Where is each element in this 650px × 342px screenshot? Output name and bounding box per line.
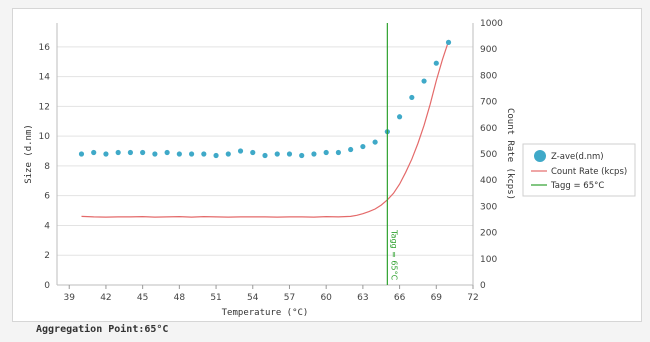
z-ave-series xyxy=(78,39,452,159)
z-ave-point xyxy=(176,151,182,157)
right-y-tick-label: 500 xyxy=(480,150,497,160)
z-ave-point xyxy=(78,151,85,157)
z-ave-point xyxy=(188,151,195,157)
z-ave-point xyxy=(286,151,293,157)
z-ave-point xyxy=(335,149,342,156)
legend-label: Count Rate (kcps) xyxy=(551,167,627,177)
x-tick-label: 54 xyxy=(247,293,259,303)
left-y-tick-label: 0 xyxy=(44,281,50,291)
right-y-tick-label: 900 xyxy=(480,45,497,55)
legend-swatch-z-ave xyxy=(534,150,546,162)
x-tick-label: 63 xyxy=(357,293,368,303)
x-axis-ticks: 39 42 45 48 51 54 57 60 63 66 69 72 xyxy=(64,285,479,303)
grid-lines xyxy=(56,23,474,286)
z-ave-point xyxy=(323,149,329,156)
z-ave-point xyxy=(360,143,366,150)
x-tick-label: 42 xyxy=(100,293,111,303)
z-ave-point xyxy=(237,148,244,154)
tagg-annotation: Tagg = 65°C xyxy=(386,23,398,285)
z-ave-point xyxy=(225,151,231,157)
left-y-tick-label: 10 xyxy=(39,132,51,142)
right-y-tick-label: 200 xyxy=(480,229,497,239)
x-tick-label: 60 xyxy=(320,293,332,303)
left-y-tick-label: 6 xyxy=(44,192,50,202)
left-y-tick-label: 16 xyxy=(39,43,51,53)
legend-label: Z-ave(d.nm) xyxy=(551,152,604,162)
x-tick-label: 72 xyxy=(467,293,478,303)
count-rate-line xyxy=(81,41,450,218)
x-tick-label: 48 xyxy=(174,293,186,303)
x-tick-label: 57 xyxy=(284,293,295,303)
left-y-tick-label: 4 xyxy=(44,221,50,231)
z-ave-point xyxy=(421,78,427,84)
right-y-tick-label: 300 xyxy=(480,202,497,212)
right-y-tick-label: 400 xyxy=(480,176,497,186)
z-ave-point xyxy=(409,94,415,101)
legend-label: Tagg = 65°C xyxy=(550,181,604,191)
left-y-tick-label: 2 xyxy=(44,251,50,261)
legend: Z-ave(d.nm) Count Rate (kcps) Tagg = 65°C xyxy=(522,143,636,197)
x-tick-label: 45 xyxy=(137,293,148,303)
left-y-tick-label: 8 xyxy=(44,162,50,172)
z-ave-point xyxy=(152,151,158,157)
right-y-tick-label: 100 xyxy=(480,255,497,265)
left-y-axis-ticks: 0 2 4 6 8 10 12 14 16 xyxy=(39,43,51,291)
right-y-tick-label: 0 xyxy=(480,281,486,291)
z-ave-point xyxy=(274,151,280,157)
aggregation-point-label: Aggregation Point:65°C xyxy=(36,324,169,335)
left-y-tick-label: 14 xyxy=(39,73,51,83)
z-ave-point xyxy=(201,151,207,157)
z-ave-point xyxy=(396,114,403,120)
z-ave-point xyxy=(311,151,317,157)
z-ave-point xyxy=(127,149,134,156)
left-y-tick-label: 12 xyxy=(39,102,50,112)
right-y-tick-label: 1000 xyxy=(480,19,503,29)
tagg-line-label: Tagg = 65°C xyxy=(389,229,398,281)
count-rate-series xyxy=(81,41,450,218)
z-ave-point xyxy=(250,149,256,156)
z-ave-point xyxy=(115,149,121,156)
z-ave-point xyxy=(140,149,146,156)
x-tick-label: 39 xyxy=(64,293,76,303)
z-ave-point xyxy=(262,152,268,159)
left-y-axis-title: Size (d.nm) xyxy=(24,124,34,184)
right-y-tick-label: 700 xyxy=(480,98,497,108)
z-ave-point xyxy=(299,152,305,159)
x-axis-title: Temperature (°C) xyxy=(222,308,309,318)
z-ave-point xyxy=(348,146,354,153)
right-y-tick-label: 600 xyxy=(480,124,497,134)
z-ave-point xyxy=(213,152,219,159)
z-ave-point xyxy=(91,149,97,156)
x-tick-label: 51 xyxy=(210,293,221,303)
x-tick-label: 66 xyxy=(394,293,406,303)
z-ave-point xyxy=(372,139,378,145)
x-tick-label: 69 xyxy=(431,293,443,303)
z-ave-point xyxy=(103,151,109,157)
z-ave-point xyxy=(445,39,452,45)
z-ave-point xyxy=(164,149,170,156)
z-ave-point xyxy=(433,60,439,66)
right-y-tick-label: 800 xyxy=(480,71,497,81)
right-y-axis-ticks: 0 100 200 300 400 500 600 700 800 900 1000 xyxy=(480,19,503,291)
right-y-axis-title: Count Rate (kcps) xyxy=(505,108,515,200)
